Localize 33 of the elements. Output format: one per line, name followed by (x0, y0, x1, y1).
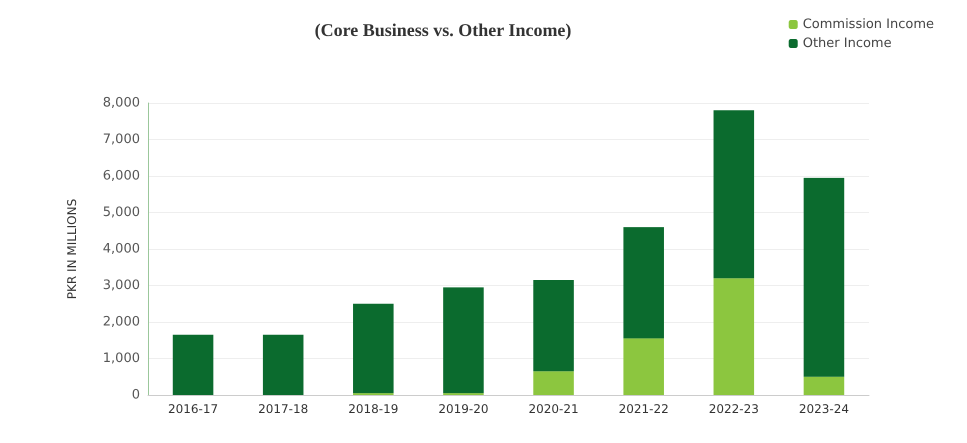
y-tick-label: 8,000 (102, 96, 140, 110)
bar (262, 334, 304, 395)
bar (714, 278, 754, 395)
bar (533, 280, 574, 372)
bar (714, 110, 754, 278)
x-tick-label: 2018-19 (348, 402, 398, 416)
bar (533, 371, 574, 395)
y-tick-label: 0 (132, 388, 140, 402)
bar (353, 304, 394, 394)
x-tick-label: 2020-21 (528, 402, 579, 416)
y-tick-label: 3,000 (102, 278, 140, 293)
chart-title: (Core Business vs. Other Income) (314, 20, 572, 40)
y-tick-label: 6,000 (102, 168, 140, 184)
bar (443, 287, 484, 394)
x-tick-label: 2017-18 (258, 402, 308, 416)
legend-label: Other Income (802, 36, 892, 51)
bar (804, 376, 844, 395)
legend-label: Commission Income (802, 17, 934, 32)
y-tick-label: 4,000 (102, 242, 140, 256)
y-tick-label: 2,000 (102, 314, 140, 330)
y-tick-label: 7,000 (102, 132, 140, 147)
x-tick-label: 2023-24 (798, 402, 850, 416)
bar (623, 227, 664, 338)
x-tick-label: 2016-17 (168, 402, 218, 416)
bar (172, 334, 214, 395)
x-tick-label: 2019-20 (438, 402, 489, 416)
y-axis-title: PKR IN MILLIONS (65, 198, 79, 300)
bar (804, 178, 844, 377)
x-tick-label: 2021-22 (618, 402, 669, 416)
x-tick-label: 2022-23 (708, 402, 759, 416)
y-tick-label: 1,000 (102, 351, 140, 366)
y-tick-label: 5,000 (102, 205, 140, 220)
bar (623, 338, 664, 395)
